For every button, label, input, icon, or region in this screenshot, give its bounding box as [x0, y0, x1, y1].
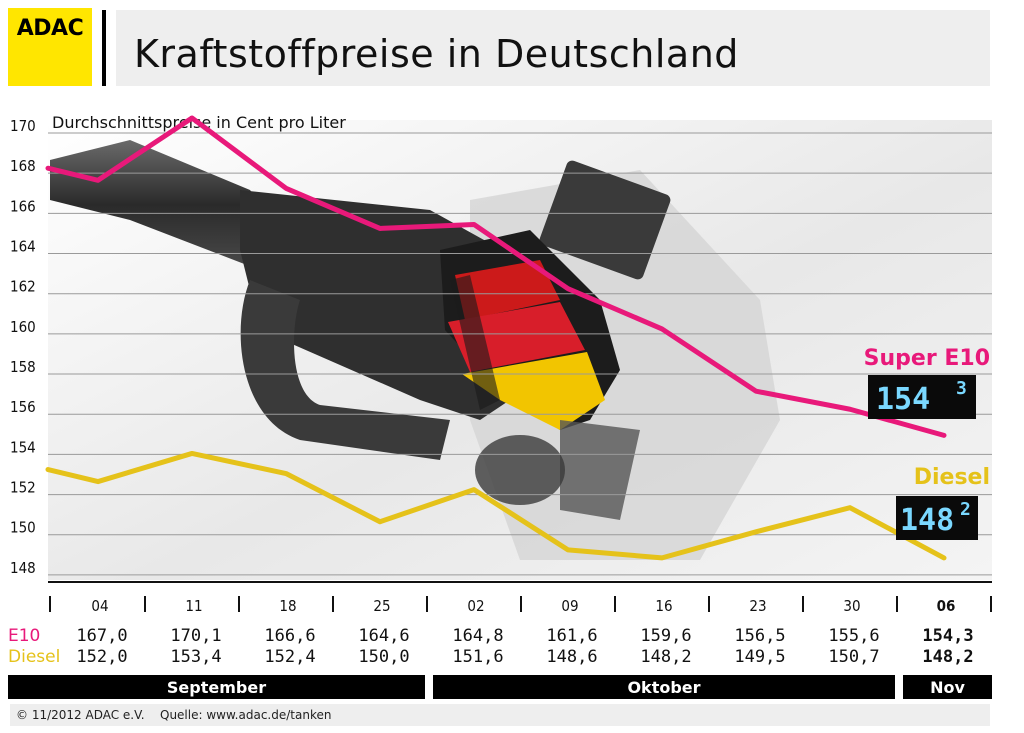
- x-tick-label: 30: [843, 597, 860, 615]
- month-bar-segment: [433, 675, 895, 699]
- lcd-diesel-main: 148: [900, 503, 954, 538]
- source-text: Quelle: www.adac.de/tanken: [160, 708, 332, 722]
- x-tick-label: 11: [185, 597, 202, 615]
- table-cell: 150,0: [358, 647, 409, 667]
- table-cell: 166,6: [264, 626, 315, 646]
- month-label: September: [167, 678, 266, 697]
- table-row-label-e10: E10: [8, 626, 40, 646]
- table-cell: 152,0: [76, 647, 127, 667]
- y-tick-label: 168: [10, 157, 36, 175]
- y-tick-label: 152: [10, 479, 36, 497]
- table-cell: 148,6: [546, 647, 597, 667]
- data-table: 167,0 170,1 166,6 164,6 164,8 161,6 159,6 156,5…: [76, 626, 973, 667]
- x-tick-label: 16: [655, 597, 672, 615]
- copyright-text: © 11/2012 ADAC e.V.: [16, 708, 145, 722]
- series-label-e10: Super E10: [864, 346, 990, 371]
- y-axis-ticks: 148 150 152 154 156 158 160 162 164 166 168 170: [10, 117, 36, 577]
- month-bar-segment: [8, 675, 425, 699]
- x-tick-label: 04: [91, 597, 108, 615]
- table-row-label-diesel: Diesel: [8, 647, 60, 667]
- table-cell: 154,3: [922, 626, 973, 646]
- x-tick-label: 09: [561, 597, 578, 615]
- x-axis-separators: [49, 596, 992, 612]
- table-cell: 153,4: [170, 647, 221, 667]
- table-cell: 159,6: [640, 626, 691, 646]
- table-cell: 164,6: [358, 626, 409, 646]
- series-lines: [45, 115, 947, 561]
- y-tick-label: 156: [10, 398, 36, 416]
- lcd-e10-sup: 3: [956, 378, 967, 399]
- logo-divider: [102, 10, 106, 86]
- table-cell: 156,5: [734, 626, 785, 646]
- month-bar-segment: [903, 675, 992, 699]
- lcd-display-diesel: 148 2: [896, 496, 978, 540]
- logo-text: ADAC: [16, 16, 84, 41]
- footer: © 11/2012 ADAC e.V. Quelle: www.adac.de/…: [10, 704, 990, 726]
- table-cell: 161,6: [546, 626, 597, 646]
- table-cell: 155,6: [828, 626, 879, 646]
- series-label-diesel: Diesel: [914, 465, 990, 490]
- x-tick-label: 25: [373, 597, 390, 615]
- x-tick-label: 06: [937, 597, 956, 615]
- table-cell: 151,6: [452, 647, 503, 667]
- y-tick-label: 154: [10, 438, 36, 456]
- y-tick-label: 164: [10, 238, 36, 256]
- x-tick-label: 23: [749, 597, 766, 615]
- table-cell: 167,0: [76, 626, 127, 646]
- fuel-nozzle-illustration: [48, 120, 992, 580]
- lcd-e10-main: 154: [876, 382, 930, 417]
- y-tick-label: 160: [10, 318, 36, 336]
- table-cell: 152,4: [264, 647, 315, 667]
- header: ADAC Kraftstoffpreise in Deutschland: [0, 0, 1024, 92]
- lcd-diesel-sup: 2: [960, 499, 971, 520]
- x-tick-label: 18: [279, 597, 296, 615]
- y-tick-label: 150: [10, 519, 36, 537]
- table-cell: 164,8: [452, 626, 503, 646]
- y-tick-label: 170: [10, 117, 36, 135]
- y-tick-label: 162: [10, 278, 36, 296]
- month-label: Oktober: [627, 678, 700, 697]
- table-cell: 149,5: [734, 647, 785, 667]
- table-cell: 150,7: [828, 647, 879, 667]
- title-box: Kraftstoffpreise in Deutschland: [116, 10, 990, 86]
- table-cell: 148,2: [640, 647, 691, 667]
- y-tick-label: 158: [10, 358, 36, 376]
- x-axis-ticks: 04 11 18 25 02 09 16 23 30 06: [91, 597, 955, 615]
- table-cell: 170,1: [170, 626, 221, 646]
- month-bar: September Oktober Nov: [8, 675, 992, 699]
- table-cell: 148,2: [922, 647, 973, 667]
- y-tick-label: 148: [10, 559, 36, 577]
- adac-logo: ADAC: [8, 8, 92, 86]
- y-tick-label: 166: [10, 197, 36, 215]
- lcd-display-e10: 154 3: [868, 375, 976, 419]
- chart-title: Kraftstoffpreise in Deutschland: [134, 32, 739, 76]
- x-tick-label: 02: [467, 597, 484, 615]
- month-label: Nov: [930, 678, 965, 697]
